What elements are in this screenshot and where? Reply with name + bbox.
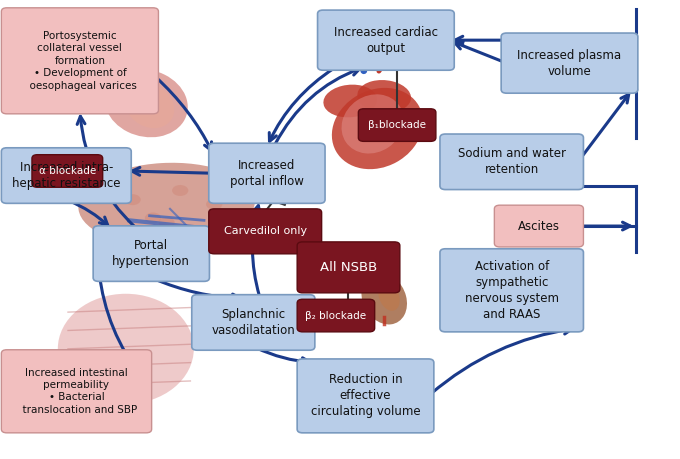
Text: Sodium and water
retention: Sodium and water retention bbox=[458, 147, 566, 176]
FancyBboxPatch shape bbox=[1, 350, 152, 433]
Ellipse shape bbox=[332, 88, 423, 169]
FancyBboxPatch shape bbox=[297, 242, 400, 293]
Ellipse shape bbox=[358, 80, 411, 113]
FancyBboxPatch shape bbox=[494, 205, 583, 247]
Text: Reduction in
effective
circulating volume: Reduction in effective circulating volum… bbox=[311, 373, 420, 419]
FancyBboxPatch shape bbox=[318, 10, 454, 70]
Text: Portal
hypertension: Portal hypertension bbox=[112, 239, 190, 268]
Text: Increased
portal inflow: Increased portal inflow bbox=[230, 159, 304, 188]
Text: α blockade: α blockade bbox=[39, 166, 96, 176]
Ellipse shape bbox=[105, 69, 188, 137]
FancyBboxPatch shape bbox=[297, 299, 375, 332]
FancyBboxPatch shape bbox=[1, 148, 131, 203]
Text: All NSBB: All NSBB bbox=[320, 261, 377, 274]
Ellipse shape bbox=[78, 163, 255, 246]
Text: Splanchnic
vasodilatation: Splanchnic vasodilatation bbox=[211, 308, 295, 337]
FancyBboxPatch shape bbox=[32, 155, 103, 187]
Text: Ascites: Ascites bbox=[518, 219, 560, 233]
FancyBboxPatch shape bbox=[440, 249, 583, 332]
FancyBboxPatch shape bbox=[209, 209, 322, 254]
FancyBboxPatch shape bbox=[1, 8, 158, 114]
Circle shape bbox=[145, 213, 161, 224]
Text: Increased cardiac
output: Increased cardiac output bbox=[334, 26, 438, 55]
FancyBboxPatch shape bbox=[501, 33, 638, 93]
Ellipse shape bbox=[58, 294, 194, 404]
Text: Increased intestinal
permeability
• Bacterial
  translocation and SBP: Increased intestinal permeability • Bact… bbox=[16, 368, 137, 415]
Text: β₁blockade: β₁blockade bbox=[368, 120, 426, 130]
FancyBboxPatch shape bbox=[358, 109, 436, 141]
Circle shape bbox=[172, 185, 188, 196]
Ellipse shape bbox=[341, 95, 404, 153]
FancyBboxPatch shape bbox=[297, 359, 434, 433]
Circle shape bbox=[206, 199, 222, 210]
Text: Increased intra-
hepatic resistance: Increased intra- hepatic resistance bbox=[12, 161, 120, 190]
Circle shape bbox=[124, 194, 141, 205]
Ellipse shape bbox=[125, 83, 174, 128]
FancyBboxPatch shape bbox=[440, 134, 583, 190]
Circle shape bbox=[158, 217, 175, 228]
Text: β₂ blockade: β₂ blockade bbox=[305, 311, 367, 320]
Text: Increased plasma
volume: Increased plasma volume bbox=[517, 49, 622, 78]
Text: Activation of
sympathetic
nervous system
and RAAS: Activation of sympathetic nervous system… bbox=[464, 260, 559, 321]
FancyBboxPatch shape bbox=[192, 295, 315, 350]
FancyBboxPatch shape bbox=[209, 143, 325, 203]
Text: Carvedilol only: Carvedilol only bbox=[224, 226, 307, 236]
Ellipse shape bbox=[324, 84, 377, 118]
Ellipse shape bbox=[378, 281, 400, 311]
Text: Portosystemic
collateral vessel
formation
• Development of
  oesophageal varices: Portosystemic collateral vessel formatio… bbox=[23, 31, 137, 90]
Ellipse shape bbox=[361, 272, 407, 325]
FancyArrowPatch shape bbox=[379, 39, 400, 71]
FancyBboxPatch shape bbox=[93, 226, 209, 281]
